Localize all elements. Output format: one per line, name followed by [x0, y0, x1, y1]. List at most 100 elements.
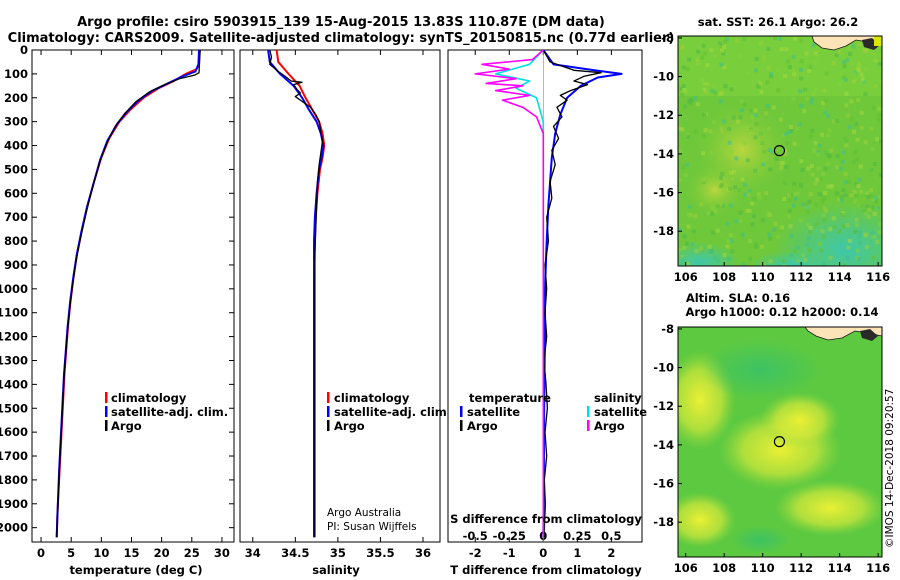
sst-pixel: [849, 99, 854, 104]
sst-pixel: [854, 193, 859, 198]
map-x-tick-label: 116: [866, 270, 890, 284]
sst-pixel: [740, 232, 745, 237]
sst-pixel: [840, 212, 845, 217]
sst-pixel: [810, 129, 815, 133]
map-x-tick-label: 116: [866, 561, 890, 575]
s-diff-tick-label: 0.25: [563, 529, 591, 543]
sst-pixel: [682, 234, 687, 239]
sst-pixel: [880, 44, 882, 49]
sst-pixel: [845, 223, 850, 227]
profile-title-line1: Argo profile: csiro 5903915_139 15-Aug-2…: [77, 15, 605, 30]
sst-pixel: [787, 193, 792, 198]
sst-pixel: [742, 182, 747, 187]
sst-pixel: [858, 234, 863, 239]
sst-pixel: [701, 177, 706, 182]
sst-pixel: [865, 191, 870, 196]
sst-pixel: [702, 112, 707, 117]
sst-pixel: [739, 98, 744, 103]
sst-pixel: [806, 223, 811, 227]
depth-tick-label: 1200: [0, 330, 28, 344]
sst-pixel: [809, 163, 814, 168]
sst-pixel: [729, 87, 734, 92]
coastline-island: [862, 38, 880, 50]
map-y-tick-label: -18: [653, 515, 674, 529]
sst-pixel: [847, 238, 852, 243]
sst-pixel: [844, 143, 849, 148]
sst-pixel: [807, 199, 812, 204]
s-difference-x-axis: -0.5 -0.25 0 0.25 0.5: [463, 529, 622, 543]
legend-t-satellite-label: satellite: [467, 405, 520, 419]
salinity-legend: climatology satellite-adj. clim. Argo: [327, 391, 451, 433]
sst-pixel: [681, 164, 685, 169]
sst-pixel: [786, 59, 791, 64]
depth-tick-label: 600: [4, 186, 28, 200]
sst-pixel: [826, 184, 831, 189]
s-diff-tick-label: -0.25: [493, 529, 526, 543]
difference-x-axis: -2 -1 0 1 2: [469, 50, 615, 560]
map-y-tick-label: -16: [653, 186, 674, 200]
sst-pixel: [811, 92, 816, 97]
depth-tick-label: 900: [4, 258, 28, 272]
sst-pixel: [709, 150, 714, 155]
sst-pixel: [809, 192, 813, 196]
sst-pixel: [783, 152, 788, 157]
depth-tick-label: 500: [4, 162, 28, 176]
map-y-tick-label: -14: [653, 438, 674, 452]
depth-tick-label: 1900: [0, 497, 28, 511]
sla-map: Altim. SLA: 0.16 Argo h1000: 0.12 h2000:…: [653, 291, 890, 575]
x-tick-label: -1: [503, 546, 516, 560]
sst-pixel: [835, 165, 840, 170]
x-tick-label: 0: [37, 546, 45, 560]
sst-pixel: [753, 168, 758, 173]
sst-pixel: [800, 202, 805, 207]
sst-pixel: [705, 62, 710, 67]
sst-pixel: [711, 230, 716, 235]
sst-pixel: [855, 248, 860, 253]
sst-pixel: [877, 106, 882, 111]
sst-pixel: [764, 191, 769, 195]
sst-pixel: [782, 197, 787, 202]
sst-pixel: [686, 224, 691, 229]
sst-pixel: [740, 108, 745, 113]
sst-pixel: [729, 238, 734, 243]
sst-pixel: [779, 160, 784, 165]
sst-pixel: [823, 110, 828, 115]
map-x-tick-label: 110: [751, 270, 775, 284]
sst-pixel: [740, 177, 745, 182]
sst-pixel: [738, 210, 743, 215]
sst-pixel: [680, 127, 685, 132]
sst-pixel: [715, 228, 720, 233]
sst-pixel: [687, 204, 692, 209]
sst-pixel: [759, 90, 764, 94]
sst-pixel: [764, 111, 768, 116]
sst-pixel: [825, 161, 830, 166]
sla-map-subtitle: Argo h1000: 0.12 h2000: 0.14: [685, 305, 878, 319]
x-tick-label: -2: [469, 546, 482, 560]
sla-field: [678, 327, 882, 557]
sst-pixel: [872, 162, 877, 166]
sst-pixel: [870, 230, 875, 235]
sst-pixel: [856, 257, 861, 261]
s-argo-diff-line: [474, 50, 545, 538]
sst-pixel: [804, 202, 809, 206]
sst-pixel: [827, 128, 832, 133]
sst-pixel: [745, 126, 750, 130]
sst-pixel: [822, 206, 827, 211]
coastline-land: [804, 327, 882, 341]
sst-pixel: [841, 188, 846, 193]
sst-pixel: [792, 68, 797, 73]
sst-pixel: [705, 82, 710, 87]
sst-pixel: [783, 131, 788, 136]
legend-t-satellite-swatch: [460, 406, 463, 417]
sst-pixel: [803, 87, 808, 92]
sst-pixel: [845, 113, 850, 118]
sst-pixel: [877, 61, 882, 66]
sst-pixel: [854, 77, 858, 82]
legend-satellite-swatch: [327, 406, 330, 417]
sst-pixel: [712, 255, 717, 260]
sst-pixel: [730, 249, 735, 254]
sst-pixel: [819, 248, 824, 253]
sst-pixel: [711, 120, 716, 125]
sst-map-title: sat. SST: 26.1 Argo: 26.2: [698, 15, 858, 29]
legend-t-argo-label: Argo: [467, 419, 498, 433]
